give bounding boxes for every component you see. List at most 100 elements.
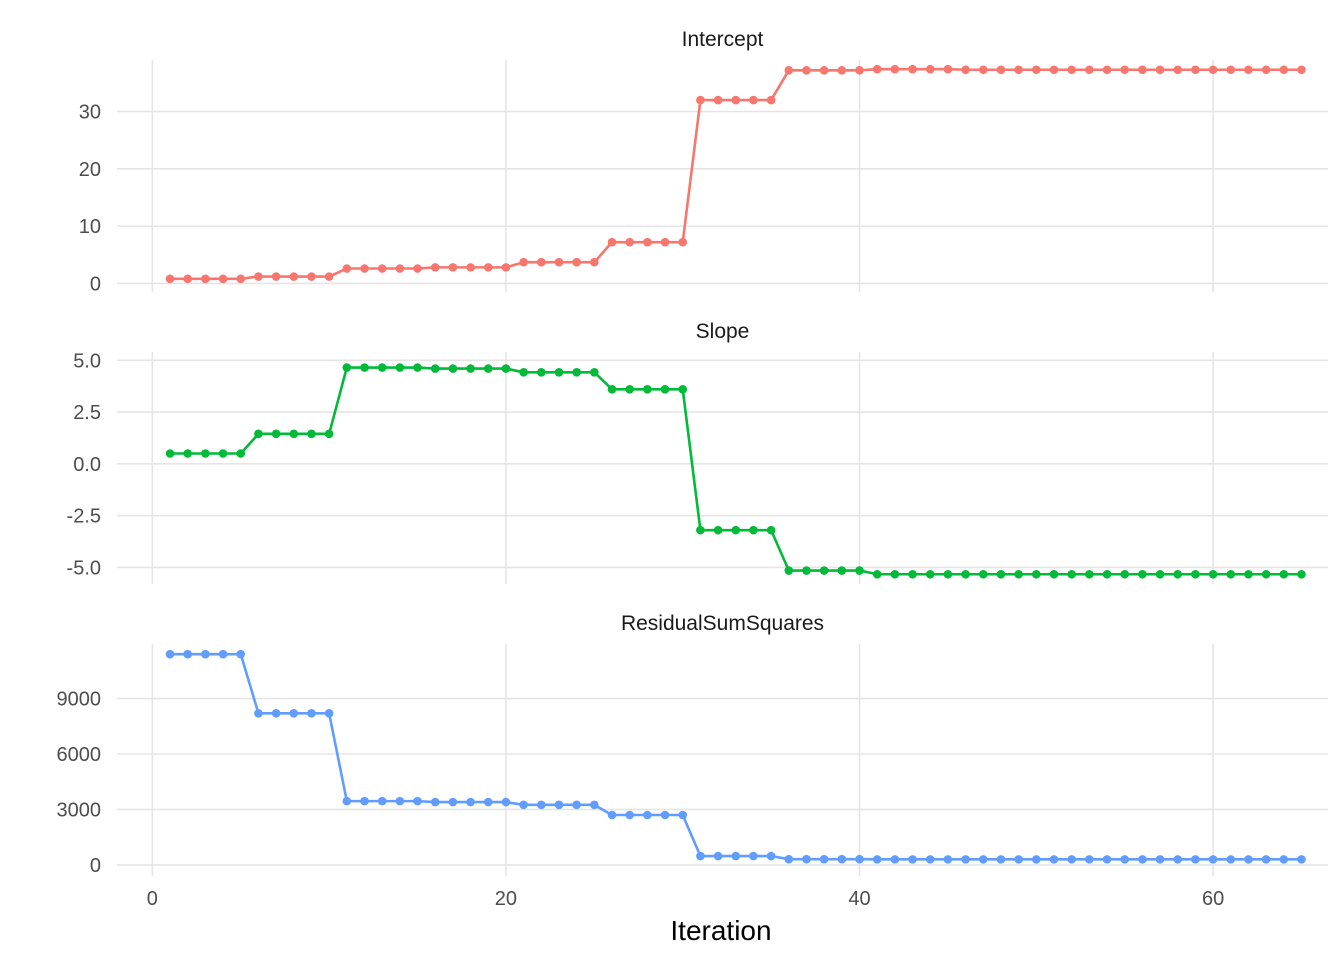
data-point	[607, 237, 617, 247]
data-point	[766, 851, 776, 861]
data-point	[501, 797, 511, 807]
data-point	[607, 810, 617, 820]
data-point	[324, 709, 334, 718]
data-point	[784, 854, 794, 864]
data-point	[802, 854, 811, 864]
y-tick-label: 0	[90, 273, 101, 295]
data-point	[872, 569, 882, 579]
data-point	[1244, 65, 1253, 75]
data-point	[536, 800, 546, 810]
data-point	[1261, 65, 1271, 75]
data-point	[1244, 855, 1253, 864]
data-point	[236, 649, 246, 659]
data-point	[324, 429, 334, 439]
data-point	[1049, 65, 1059, 75]
data-point	[413, 363, 422, 372]
data-point	[448, 364, 458, 373]
data-point	[766, 95, 776, 105]
data-point	[271, 272, 281, 281]
data-point	[1138, 855, 1147, 864]
data-point	[660, 384, 670, 394]
data-point	[254, 429, 263, 439]
x-tick-label: 40	[848, 888, 870, 910]
data-point	[660, 810, 670, 820]
data-point	[1297, 855, 1306, 864]
data-point	[377, 264, 387, 273]
data-point	[572, 368, 581, 377]
data-point	[660, 237, 670, 247]
data-point	[289, 709, 299, 718]
data-point	[1031, 855, 1041, 864]
series-line-slope	[170, 366, 1302, 576]
data-point	[342, 264, 352, 273]
data-point	[1226, 569, 1236, 579]
data-point	[590, 257, 599, 267]
data-point	[236, 274, 246, 284]
data-point	[1102, 65, 1112, 75]
data-point	[1085, 65, 1094, 75]
y-tick-label: 0.0	[73, 454, 101, 476]
data-point	[855, 66, 864, 75]
data-point	[307, 429, 316, 439]
data-point	[837, 566, 847, 575]
data-point	[271, 429, 281, 439]
data-point	[625, 237, 634, 247]
data-point	[872, 855, 882, 864]
data-point	[448, 797, 458, 807]
data-point	[678, 237, 688, 247]
data-point	[925, 64, 935, 74]
data-point	[1085, 855, 1094, 864]
data-point	[342, 796, 352, 806]
data-point	[643, 384, 652, 394]
data-point	[1014, 855, 1023, 864]
data-point	[307, 709, 316, 718]
data-point	[1120, 855, 1129, 864]
text-layer: Iteration 0 10 20 30 Intercept 5.0 2.5 0.0 -2.5 -…	[57, 28, 1225, 946]
data-point	[536, 368, 546, 377]
data-point	[554, 257, 564, 267]
data-point	[1102, 569, 1112, 579]
data-point	[908, 855, 917, 864]
data-point	[802, 66, 811, 75]
data-point	[1191, 569, 1200, 579]
y-tick-label: -5.0	[67, 557, 101, 579]
data-point	[413, 796, 422, 806]
data-point	[483, 263, 493, 272]
data-point	[961, 855, 970, 864]
data-point	[996, 65, 1006, 75]
y-tick-label: 30	[79, 102, 101, 124]
data-point	[519, 368, 528, 377]
x-tick-label: 0	[147, 888, 158, 910]
data-point	[254, 272, 263, 281]
data-point	[360, 363, 369, 372]
x-tick-label: 20	[495, 888, 517, 910]
series-line-residualsumsquares	[170, 652, 1302, 861]
data-point	[377, 363, 387, 372]
y-tick-label: 10	[79, 216, 101, 238]
data-point	[1031, 569, 1041, 579]
data-point	[466, 364, 475, 373]
data-point	[766, 525, 776, 535]
data-point	[978, 65, 988, 75]
data-point	[1049, 855, 1059, 864]
data-point	[1067, 569, 1076, 579]
data-point	[1191, 855, 1200, 864]
data-point	[731, 95, 741, 105]
data-point	[696, 525, 705, 535]
data-point	[201, 449, 210, 458]
data-point	[289, 272, 299, 281]
panel-title: ResidualSumSquares	[621, 612, 824, 635]
data-point	[1173, 569, 1183, 579]
data-point	[1067, 65, 1076, 75]
data-point	[1102, 855, 1112, 864]
data-point	[1226, 65, 1236, 75]
data-point	[996, 569, 1006, 579]
data-point	[430, 797, 440, 807]
data-point	[731, 525, 741, 535]
data-point	[1261, 569, 1271, 579]
data-point	[731, 851, 741, 861]
data-point	[483, 364, 493, 373]
data-point	[271, 709, 281, 718]
data-point	[183, 274, 193, 284]
